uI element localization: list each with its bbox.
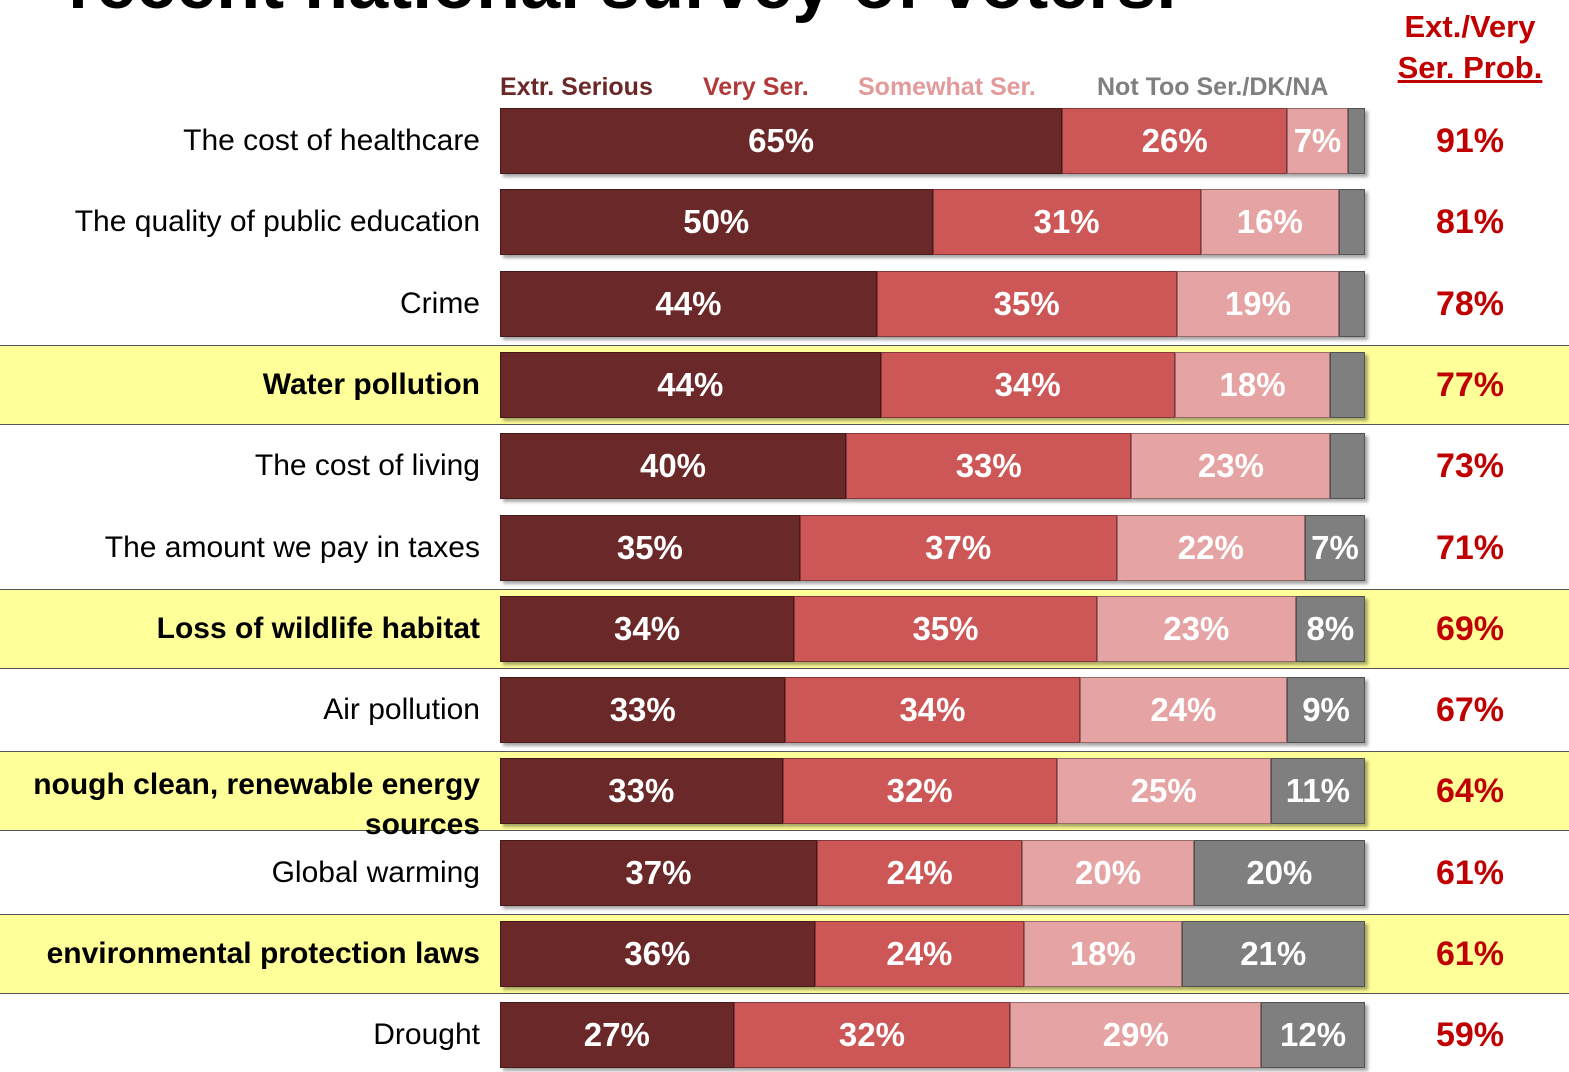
bar-segment-somewhat-serious: 18% (1024, 921, 1181, 987)
bar-segment-extr-serious: 33% (500, 677, 785, 743)
bar-segment-extr-serious: 36% (500, 921, 815, 987)
bar-segment-extr-serious: 33% (500, 758, 783, 824)
bar-segment-somewhat-serious: 20% (1022, 840, 1193, 906)
total-value: 61% (1380, 840, 1560, 906)
bar-segment-somewhat-serious: 16% (1201, 189, 1339, 255)
category-label: The amount we pay in taxes (105, 528, 480, 568)
summary-column-header: Ext./Very Ser. Prob. (1375, 6, 1565, 88)
total-value: 77% (1380, 352, 1560, 418)
bar-segment-very-serious: 24% (817, 840, 1023, 906)
summary-header-line2: Ser. Prob. (1375, 47, 1565, 88)
bar-segment-somewhat-serious: 24% (1080, 677, 1288, 743)
bar-segment-somewhat-serious: 22% (1117, 515, 1305, 581)
total-value: 81% (1380, 189, 1560, 255)
total-value: 61% (1380, 921, 1560, 987)
bar-segment-somewhat-serious: 7% (1287, 108, 1348, 174)
category-label: Drought (373, 1015, 480, 1055)
bar-segment-very-serious: 33% (846, 433, 1131, 499)
category-label: Loss of wildlife habitat (157, 609, 480, 649)
legend-item-very-serious: Very Ser. (703, 73, 809, 102)
category-label: environmental protection laws (47, 934, 480, 974)
legend-item-somewhat-serious: Somewhat Ser. (858, 73, 1036, 102)
bar-segment-extr-serious: 27% (500, 1002, 734, 1068)
category-label: The cost of living (255, 446, 480, 486)
bar-segment-extr-serious: 44% (500, 271, 877, 337)
bar-segment-extr-serious: 34% (500, 596, 794, 662)
bar-segment-very-serious: 37% (800, 515, 1117, 581)
category-label: The cost of healthcare (183, 121, 480, 161)
bar-segment-not-too-serious (1339, 271, 1365, 337)
category-label: The quality of public education (75, 202, 480, 242)
bar-segment-somewhat-serious: 23% (1131, 433, 1330, 499)
bar-segment-extr-serious: 40% (500, 433, 846, 499)
category-label: Global warming (272, 853, 480, 893)
bar-segment-somewhat-serious: 19% (1177, 271, 1340, 337)
summary-header-line1: Ext./Very (1375, 6, 1565, 47)
chart-title: recent national survey of voters. (68, 0, 1176, 20)
bar-segment-extr-serious: 35% (500, 515, 800, 581)
bar-segment-not-too-serious: 11% (1271, 758, 1365, 824)
bar-segment-very-serious: 35% (877, 271, 1177, 337)
bar-segment-very-serious: 35% (794, 596, 1097, 662)
category-label: Air pollution (323, 690, 480, 730)
bar-segment-extr-serious: 37% (500, 840, 817, 906)
bar-segment-somewhat-serious: 23% (1097, 596, 1296, 662)
category-label: nough clean, renewable energy sources (0, 765, 480, 845)
bar-segment-not-too-serious: 7% (1305, 515, 1365, 581)
total-value: 78% (1380, 271, 1560, 337)
bar-segment-not-too-serious: 8% (1296, 596, 1365, 662)
category-label: Water pollution (263, 365, 480, 405)
bar-segment-very-serious: 24% (815, 921, 1025, 987)
bar-segment-very-serious: 34% (785, 677, 1079, 743)
legend-item-extr-serious: Extr. Serious (500, 73, 653, 102)
bar-segment-very-serious: 31% (933, 189, 1201, 255)
bar-segment-extr-serious: 44% (500, 352, 881, 418)
legend-item-not-too-serious: Not Too Ser./DK/NA (1097, 73, 1328, 102)
bar-segment-not-too-serious (1339, 189, 1365, 255)
bar-segment-extr-serious: 50% (500, 189, 933, 255)
bar-segment-somewhat-serious: 18% (1175, 352, 1331, 418)
total-value: 64% (1380, 758, 1560, 824)
bar-segment-somewhat-serious: 25% (1057, 758, 1271, 824)
bar-segment-not-too-serious (1348, 108, 1365, 174)
total-value: 69% (1380, 596, 1560, 662)
bar-segment-extr-serious: 65% (500, 108, 1062, 174)
bar-segment-very-serious: 32% (734, 1002, 1011, 1068)
bar-segment-not-too-serious: 12% (1261, 1002, 1365, 1068)
bar-segment-very-serious: 34% (881, 352, 1175, 418)
bar-segment-not-too-serious: 21% (1182, 921, 1365, 987)
bar-segment-very-serious: 26% (1062, 108, 1287, 174)
total-value: 71% (1380, 515, 1560, 581)
total-value: 67% (1380, 677, 1560, 743)
bar-segment-not-too-serious (1330, 352, 1365, 418)
total-value: 73% (1380, 433, 1560, 499)
bar-segment-not-too-serious: 20% (1194, 840, 1365, 906)
bar-segment-not-too-serious: 9% (1287, 677, 1365, 743)
category-label: Crime (400, 284, 480, 324)
total-value: 59% (1380, 1002, 1560, 1068)
bar-segment-somewhat-serious: 29% (1010, 1002, 1261, 1068)
bar-segment-very-serious: 32% (783, 758, 1057, 824)
total-value: 91% (1380, 108, 1560, 174)
bar-segment-not-too-serious (1330, 433, 1365, 499)
